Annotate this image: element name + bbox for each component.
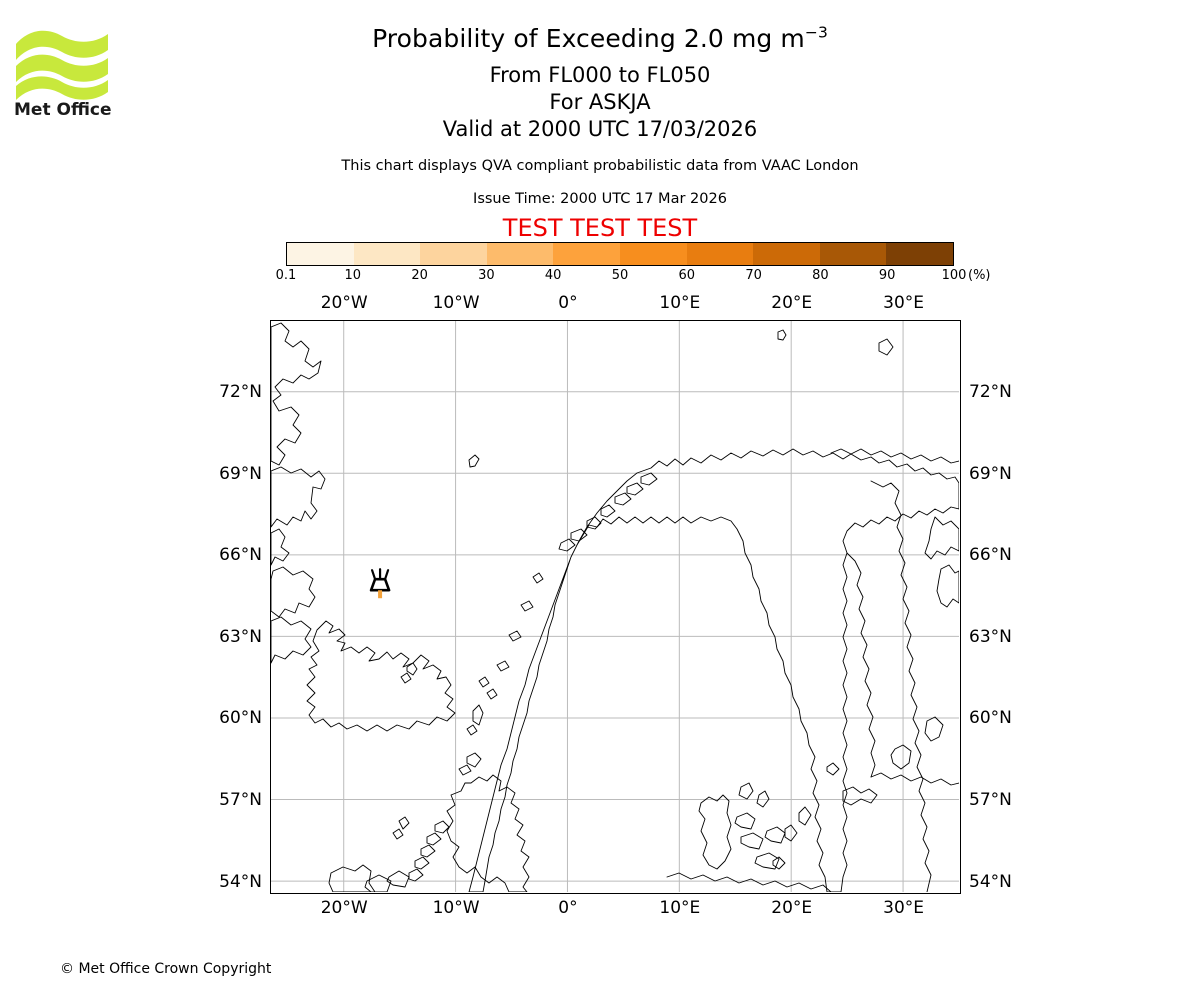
lon-label-bottom-10: 10°E (659, 898, 701, 918)
colorbar-tick-10: 10 (344, 268, 362, 283)
met-office-logo: Met Office (14, 22, 114, 117)
lon-label-top-20: 20°E (771, 293, 813, 313)
volcano-plume-pixel (378, 590, 383, 599)
colorbar (286, 242, 954, 266)
colorbar-tick-30: 30 (478, 268, 495, 283)
colorbar-segment-0 (287, 243, 354, 265)
colorbar-tick-0.1: 0.1 (275, 268, 297, 283)
flight-level-line: From FL000 to FL050 (489, 63, 711, 87)
colorbar-segment-3 (486, 243, 554, 265)
lat-label-right-69: 69°N (969, 463, 1012, 484)
colorbar-segment-9 (886, 243, 953, 265)
lon-label-bottom--10: 10°W (432, 898, 480, 918)
colorbar-segment-6 (686, 243, 754, 265)
qva-disclaimer: This chart displays QVA compliant probab… (341, 158, 859, 174)
volcano-name-line: For ASKJA (549, 90, 651, 114)
page-title-text: Probability of Exceeding 2.0 mg m (372, 24, 805, 53)
valid-time-line: Valid at 2000 UTC 17/03/2026 (442, 117, 758, 141)
lat-label-left-57: 57°N (219, 790, 262, 811)
map-coastlines (271, 322, 959, 892)
lon-label-top-0: 0° (558, 293, 578, 313)
lat-label-right-60: 60°N (969, 708, 1012, 729)
lat-label-left-72: 72°N (219, 382, 262, 403)
copyright-notice: © Met Office Crown Copyright (60, 961, 272, 977)
volcano-icon (369, 568, 391, 599)
lon-label-top--10: 10°W (432, 293, 480, 313)
logo-waves (16, 30, 108, 100)
colorbar-tick-labels: 0.1 10 20 30 40 50 60 70 80 90 100 (276, 268, 967, 288)
lat-label-right-54: 54°N (969, 871, 1012, 892)
colorbar-tick-20: 20 (411, 268, 428, 283)
logo-text: Met Office (14, 100, 112, 117)
colorbar-segment-1 (353, 243, 421, 265)
lon-label-bottom-0: 0° (558, 898, 578, 918)
lat-label-right-57: 57°N (969, 790, 1012, 811)
lon-label-top--20: 20°W (320, 293, 368, 313)
colorbar-tick-50: 50 (611, 268, 629, 283)
test-banner: TEST TEST TEST (502, 214, 698, 242)
colorbar-segment-7 (753, 243, 820, 265)
colorbar-segments (286, 242, 954, 266)
colorbar-segment-4 (553, 243, 620, 265)
colorbar-tick-70: 70 (745, 268, 762, 283)
colorbar-tick-60: 60 (678, 268, 696, 283)
colorbar-tick-100: 100 (941, 268, 967, 283)
map-plot-area[interactable] (270, 320, 961, 894)
map-canvas (271, 321, 959, 892)
issue-time-line: Issue Time: 2000 UTC 17 Mar 2026 (473, 191, 727, 207)
colorbar-unit-label: (%) (968, 268, 991, 283)
page-title: Probability of Exceeding 2.0 mg m−3 (0, 24, 1200, 54)
lat-label-right-72: 72°N (969, 382, 1012, 403)
colorbar-tick-40: 40 (544, 268, 562, 283)
lon-label-bottom-20: 20°E (771, 898, 813, 918)
lon-label-top-30: 30°E (883, 293, 924, 313)
lat-label-right-63: 63°N (969, 626, 1012, 647)
colorbar-segment-2 (420, 243, 487, 265)
lat-label-left-63: 63°N (219, 626, 262, 647)
lat-label-left-60: 60°N (219, 708, 262, 729)
colorbar-segment-8 (819, 243, 887, 265)
lat-label-left-66: 66°N (219, 545, 262, 566)
lat-label-left-54: 54°N (219, 871, 262, 892)
colorbar-tick-80: 80 (812, 268, 829, 283)
colorbar-segment-5 (619, 243, 687, 265)
colorbar-tick-90: 90 (878, 268, 896, 283)
page-title-exponent: −3 (804, 23, 828, 42)
lon-label-top-10: 10°E (659, 293, 701, 313)
lat-label-right-66: 66°N (969, 545, 1012, 566)
lat-label-left-69: 69°N (219, 463, 262, 484)
volcano-marker-askja (369, 568, 391, 599)
lon-label-bottom--20: 20°W (320, 898, 368, 918)
lon-label-bottom-30: 30°E (883, 898, 924, 918)
map-gridlines (271, 321, 959, 892)
